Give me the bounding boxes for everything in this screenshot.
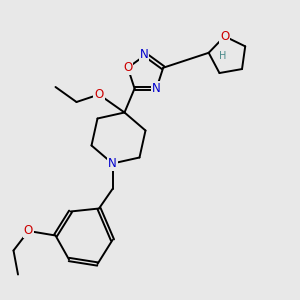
Text: O: O [123, 61, 132, 74]
Text: N: N [108, 157, 117, 170]
Text: N: N [152, 82, 161, 95]
Text: O: O [94, 88, 103, 101]
Text: O: O [24, 224, 33, 238]
Text: O: O [220, 30, 229, 43]
Text: H: H [218, 51, 226, 61]
Text: N: N [140, 48, 148, 62]
